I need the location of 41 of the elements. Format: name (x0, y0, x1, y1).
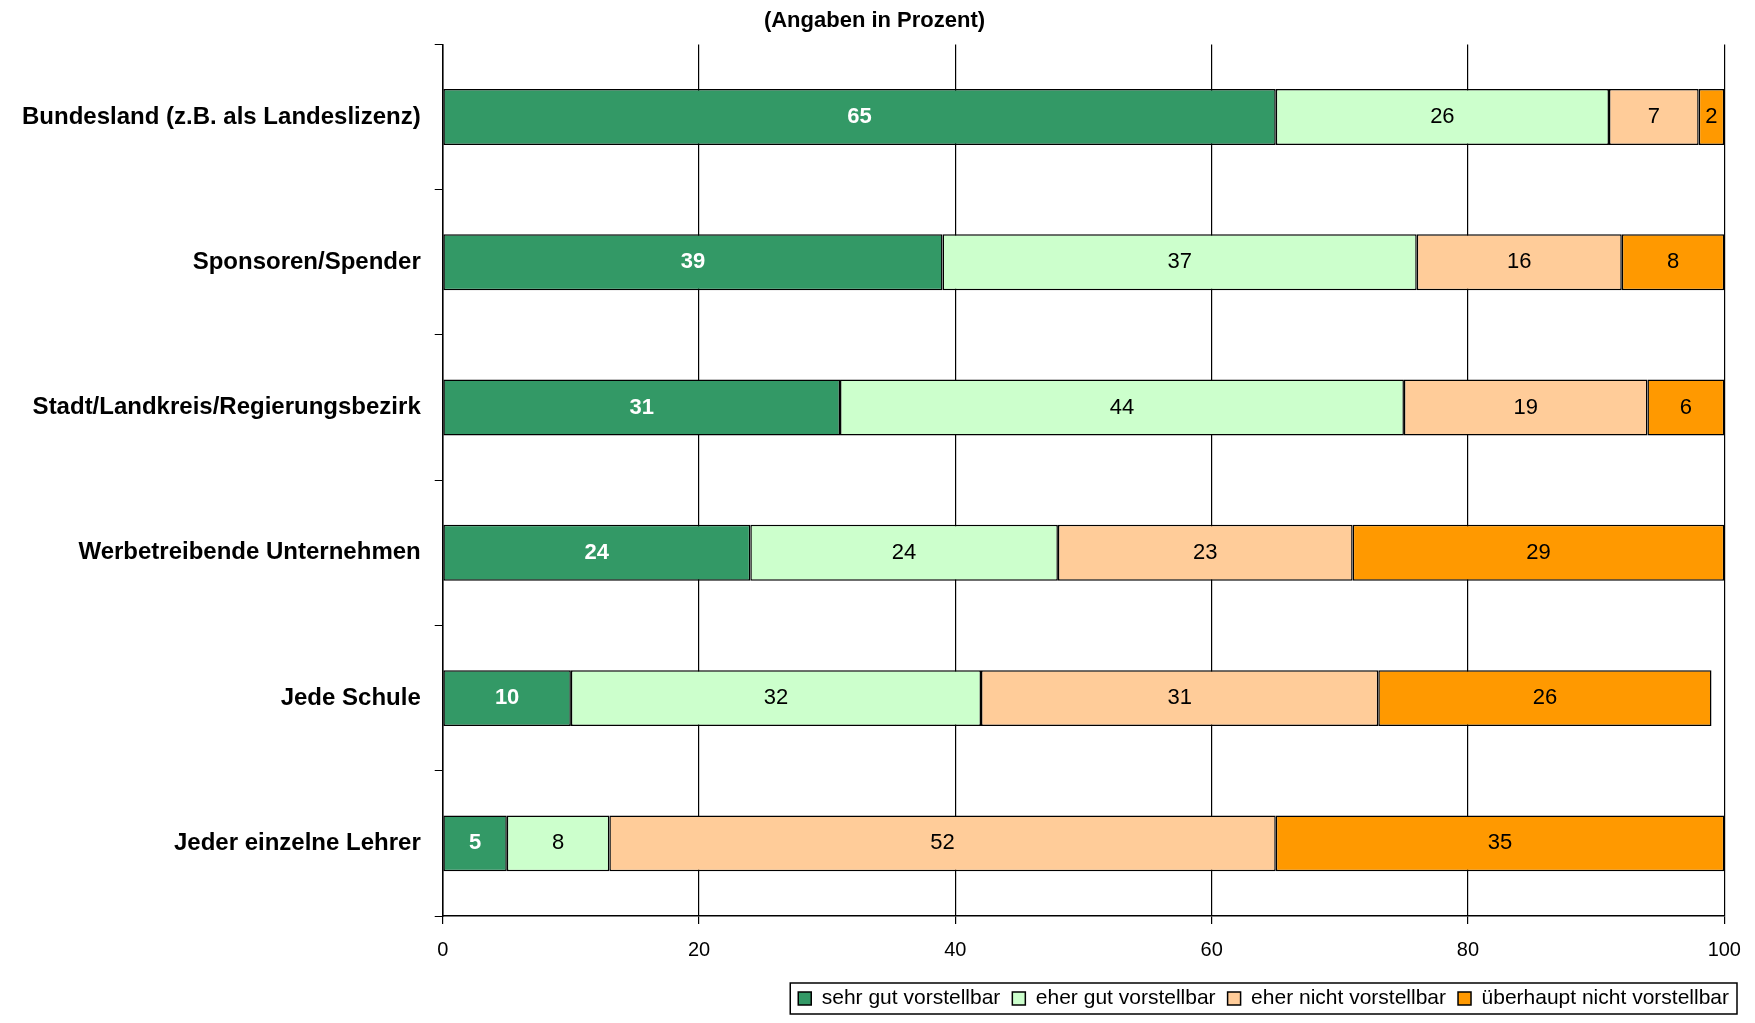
data-label: 16 (1507, 248, 1532, 274)
data-label: 35 (1487, 829, 1513, 855)
data-label: 24 (891, 538, 917, 564)
x-tick-label: 60 (1200, 937, 1223, 960)
data-label: 23 (1193, 538, 1218, 564)
x-tick-label: 80 (1456, 937, 1480, 960)
y-tick-label: Jede Schule (280, 682, 421, 710)
data-label: 29 (1526, 538, 1551, 564)
data-label: 26 (1430, 103, 1455, 129)
data-label: 6 (1679, 393, 1692, 419)
data-label: 31 (1167, 684, 1192, 710)
y-tick-label: Stadt/Landkreis/Regierungsbezirk (32, 392, 422, 420)
y-tick-label: Jeder einzelne Lehrer (173, 827, 421, 855)
data-label: 44 (1109, 393, 1135, 419)
legend-label: überhaupt nicht vorstellbar (1481, 985, 1730, 1009)
data-label: 37 (1167, 248, 1192, 274)
data-label: 24 (584, 538, 610, 564)
x-tick-label: 40 (944, 937, 967, 960)
legend-label: sehr gut vorstellbar (821, 985, 1001, 1009)
legend-label: eher gut vorstellbar (1035, 985, 1216, 1009)
legend-label: eher nicht vorstellbar (1251, 985, 1447, 1009)
data-label: 26 (1532, 684, 1558, 710)
y-tick-label: Sponsoren/Spender (192, 246, 421, 274)
data-label: 8 (551, 829, 565, 855)
data-label: 52 (930, 829, 955, 855)
x-tick-label: 20 (687, 937, 711, 960)
data-label: 19 (1513, 393, 1538, 419)
data-label: 7 (1647, 103, 1660, 129)
y-tick-label: Werbetreibende Unternehmen (78, 537, 421, 565)
data-label: 2 (1705, 103, 1718, 129)
data-label: 31 (629, 393, 654, 419)
data-label: 39 (680, 248, 706, 274)
x-tick-label: 0 (437, 937, 449, 960)
x-tick-label: 100 (1707, 937, 1741, 960)
data-label: 10 (494, 684, 520, 710)
chart-title: (Angaben in Prozent) (763, 7, 986, 33)
y-tick-label: Bundesland (z.B. als Landeslizenz) (22, 101, 421, 129)
data-label: 65 (847, 103, 872, 129)
data-label: 5 (468, 829, 482, 855)
data-label: 8 (1666, 248, 1680, 274)
data-label: 32 (763, 684, 789, 710)
